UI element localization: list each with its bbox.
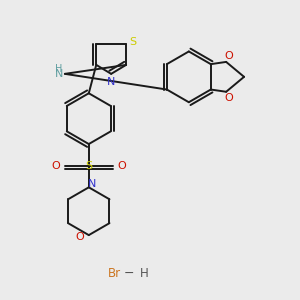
Text: O: O [224, 51, 233, 61]
Text: −: − [120, 267, 138, 280]
Text: N: N [55, 69, 63, 79]
Text: N: N [88, 179, 96, 189]
Text: Br: Br [108, 267, 121, 280]
Text: O: O [52, 160, 60, 170]
Text: O: O [76, 232, 84, 242]
Text: H: H [55, 64, 63, 74]
Text: O: O [117, 160, 126, 170]
Text: O: O [224, 93, 233, 103]
Text: S: S [129, 37, 136, 46]
Text: N: N [107, 77, 116, 87]
Text: S: S [85, 161, 92, 171]
Text: H: H [140, 267, 148, 280]
